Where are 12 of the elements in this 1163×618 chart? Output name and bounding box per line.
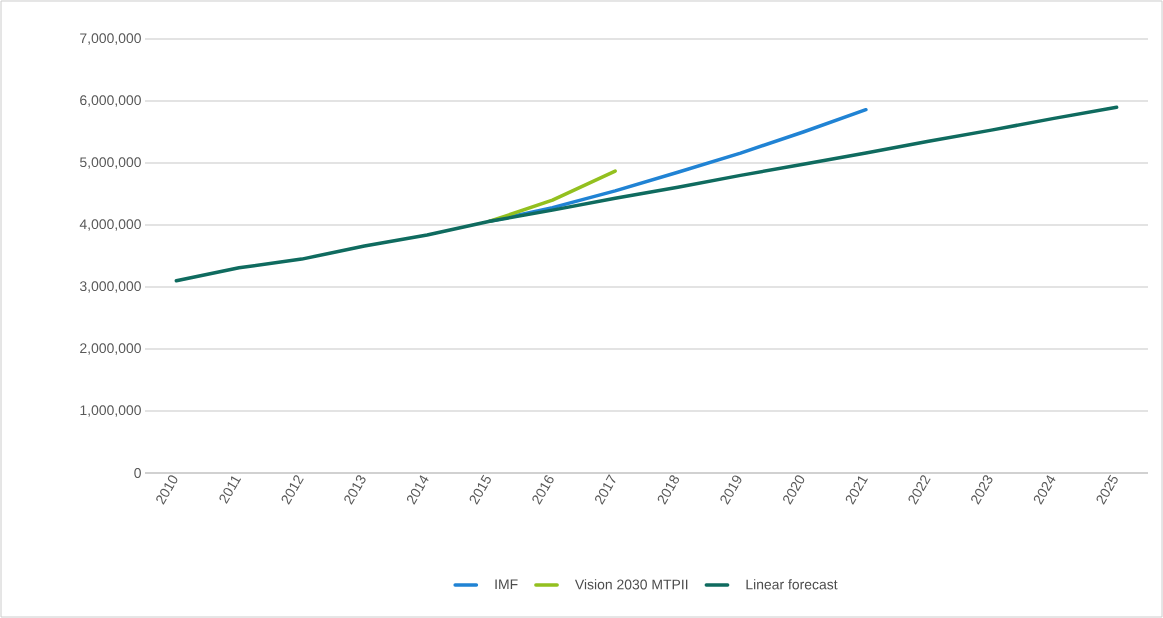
legend-label: Vision 2030 MTPII (574, 579, 688, 590)
y-tick-label: 0 (134, 468, 141, 478)
line-series (174, 105, 1119, 283)
y-tick-label: 4,000,000 (79, 219, 141, 231)
y-tick-label: 5,000,000 (79, 157, 141, 169)
y-tick-label: 7,000,000 (80, 33, 141, 45)
y-tick-label: 2,000,000 (80, 343, 141, 355)
y-tick-label: 1,000,000 (80, 405, 141, 417)
legend-label: IMF (495, 579, 518, 590)
y-tick-label: 6,000,000 (80, 95, 141, 107)
y-tick-label: 3,000,000 (79, 281, 141, 293)
legend-label: Linear forecast (746, 579, 838, 590)
